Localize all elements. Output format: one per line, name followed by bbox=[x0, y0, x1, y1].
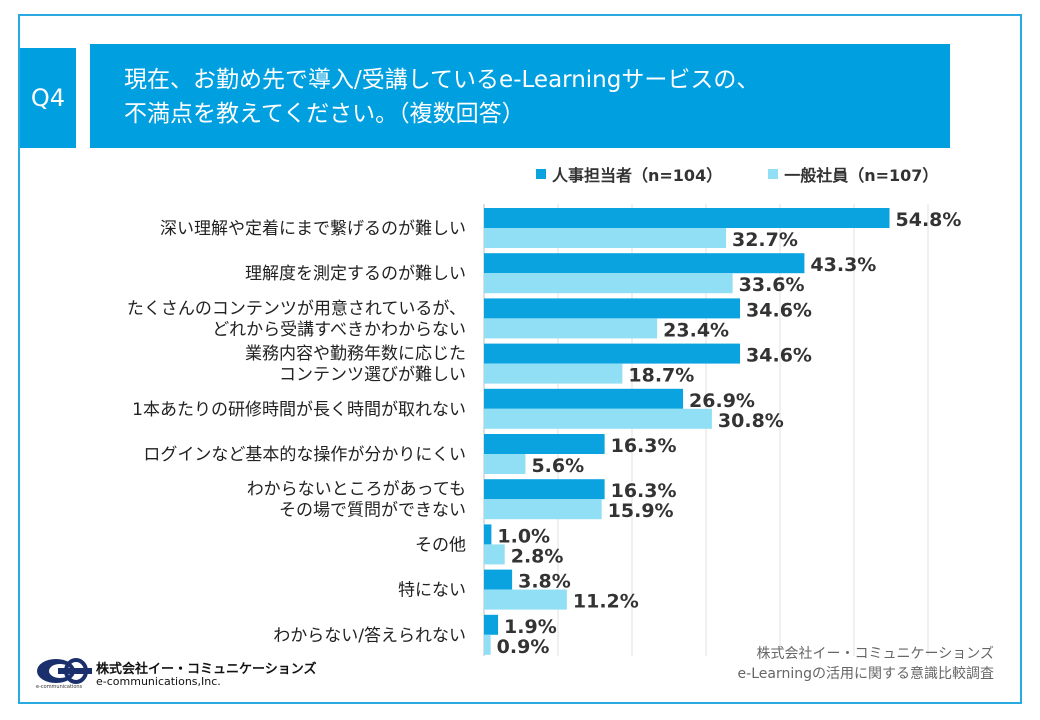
company-logo-icon bbox=[37, 658, 92, 684]
bar-hr bbox=[484, 208, 890, 228]
outer-frame bbox=[18, 14, 1022, 704]
data-label-hr: 43.3% bbox=[810, 254, 876, 276]
category-label: コンテンツ選びが難しい bbox=[279, 365, 466, 385]
company-name-jp: 株式会社イー・コミュニケーションズ bbox=[96, 662, 317, 677]
source-line-2: e-Learningの活用に関する意識比較調査 bbox=[737, 666, 994, 682]
bar-hr bbox=[484, 569, 513, 590]
category-label: わからない/答えられない bbox=[273, 626, 466, 646]
company-logo: 株式会社イー・コミュニケーションズ e-communications,Inc. … bbox=[34, 656, 334, 692]
legend-swatch-general bbox=[768, 169, 779, 179]
title-line-1: 現在、お勤め先で導入/受講しているe-Learningサービスの、 bbox=[124, 67, 760, 93]
bar-hr bbox=[484, 253, 805, 274]
data-label-hr: 26.9% bbox=[689, 390, 755, 412]
category-label: その場で質問ができない bbox=[279, 501, 466, 521]
data-label-hr: 34.6% bbox=[746, 299, 812, 321]
data-label-general: 23.4% bbox=[663, 319, 729, 341]
data-label-general: 32.7% bbox=[732, 229, 798, 251]
category-label: 業務内容や勤務年数に応じた bbox=[245, 344, 466, 364]
bar-hr bbox=[484, 524, 492, 545]
company-name-en: e-communications,Inc. bbox=[96, 675, 221, 688]
data-label-general: 2.8% bbox=[511, 545, 564, 567]
category-label: 理解度を測定するのが難しい bbox=[245, 264, 466, 284]
data-label-general: 11.2% bbox=[573, 591, 639, 613]
source-line-1: 株式会社イー・コミュニケーションズ bbox=[756, 646, 994, 662]
legend-swatch-hr bbox=[536, 169, 546, 179]
question-number: Q4 bbox=[30, 84, 66, 112]
data-label-hr: 34.6% bbox=[746, 345, 812, 367]
data-label-general: 0.9% bbox=[497, 636, 550, 658]
category-label: 深い理解や定着にまで繋げるのが難しい bbox=[160, 219, 466, 239]
data-label-hr: 54.8% bbox=[896, 209, 962, 231]
bar-general bbox=[484, 454, 526, 474]
bar-general bbox=[484, 589, 567, 610]
bar-hr bbox=[484, 298, 741, 319]
data-label-general: 18.7% bbox=[628, 365, 694, 387]
bar-general bbox=[484, 273, 733, 294]
data-label-general: 5.6% bbox=[531, 455, 584, 477]
bar-general bbox=[484, 318, 658, 339]
data-label-general: 15.9% bbox=[608, 500, 674, 522]
legend-label-hr: 人事担当者（n=104） bbox=[552, 166, 723, 185]
data-label-general: 33.6% bbox=[739, 274, 805, 296]
category-label: どれから受講すべきかわからない bbox=[212, 320, 466, 340]
title-line-2: 不満点を教えてください。（複数回答） bbox=[124, 101, 525, 127]
category-label: その他 bbox=[415, 535, 466, 555]
logo-tagline: e-communications bbox=[36, 684, 83, 690]
legend-label-general: 一般社員（n=107） bbox=[784, 166, 939, 185]
bar-hr bbox=[484, 479, 605, 500]
data-label-hr: 3.8% bbox=[518, 571, 571, 593]
bar-hr bbox=[484, 434, 605, 454]
bar-hr bbox=[484, 388, 684, 409]
legend-item-hr: 人事担当者（n=104） bbox=[536, 162, 722, 186]
question-title: 現在、お勤め先で導入/受講しているe-Learningサービスの、 不満点を教え… bbox=[90, 44, 950, 148]
data-label-hr: 16.3% bbox=[611, 435, 677, 457]
legend-item-general: 一般社員（n=107） bbox=[768, 162, 938, 186]
question-badge: Q4 bbox=[20, 48, 76, 148]
source-note: 株式会社イー・コミュニケーションズ e-Learningの活用に関する意識比較調… bbox=[738, 644, 994, 684]
bar-general bbox=[484, 408, 712, 429]
bar-general bbox=[484, 363, 623, 384]
bar-general bbox=[484, 228, 726, 248]
data-label-general: 30.8% bbox=[718, 410, 784, 432]
bar-general bbox=[484, 544, 505, 565]
category-label: わからないところがあっても bbox=[247, 480, 466, 500]
bar-hr bbox=[484, 614, 499, 635]
category-label: 1本あたりの研修時間が長く時間が取れない bbox=[132, 400, 466, 420]
data-label-hr: 16.3% bbox=[611, 480, 677, 502]
bar-general bbox=[484, 634, 491, 655]
category-label: ログインなど基本的な操作が分かりにくい bbox=[143, 445, 466, 465]
bar-general bbox=[484, 499, 602, 520]
data-label-hr: 1.0% bbox=[497, 525, 550, 547]
category-label: 特にない bbox=[398, 581, 466, 601]
category-label: たくさんのコンテンツが用意されているが、 bbox=[127, 299, 466, 319]
data-label-hr: 1.9% bbox=[504, 616, 557, 638]
bar-hr bbox=[484, 343, 741, 364]
chart-legend: 人事担当者（n=104） 一般社員（n=107） bbox=[536, 162, 938, 186]
